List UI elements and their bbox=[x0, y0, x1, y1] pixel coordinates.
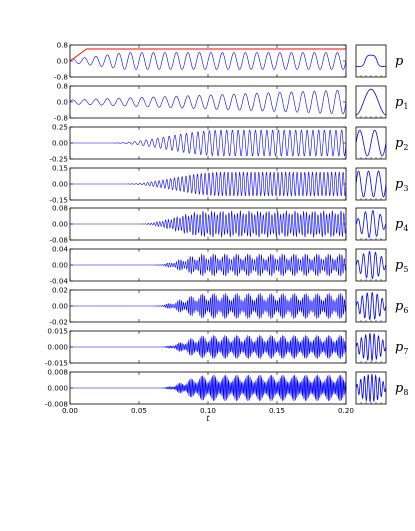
inset-line bbox=[356, 210, 386, 238]
y-tick-label: -0.08 bbox=[49, 236, 68, 245]
panel-1: 0.8 0.0 -0.8 p bbox=[54, 41, 404, 82]
y-tick-label: 0.00 bbox=[52, 261, 68, 270]
panel-label-6: p5 bbox=[395, 258, 408, 274]
panel-label-1: p bbox=[395, 54, 404, 69]
y-tick-label: 0.000 bbox=[47, 343, 68, 352]
inset-7 bbox=[355, 289, 387, 323]
panel-label-7: p6 bbox=[395, 299, 408, 315]
inset-5 bbox=[355, 207, 387, 241]
inset-9 bbox=[355, 371, 387, 405]
inset-line bbox=[356, 129, 386, 157]
panel-4: 0.15 0.00 -0.15 p3 bbox=[49, 164, 408, 205]
series-line-5 bbox=[70, 210, 346, 238]
panel-label-5: p4 bbox=[395, 217, 408, 233]
y-tick-label: 0.00 bbox=[52, 139, 68, 148]
inset-line bbox=[356, 250, 386, 280]
y-tick-label: -0.015 bbox=[45, 359, 68, 368]
panel-label-4: p3 bbox=[395, 177, 408, 193]
x-axis-label: t bbox=[206, 414, 210, 423]
panel-9: 0.008 0.000 -0.008 p8 bbox=[45, 368, 409, 409]
panel-5: 0.08 0.00 -0.08 p4 bbox=[49, 204, 408, 245]
x-tick-label: 0.15 bbox=[269, 406, 285, 415]
y-tick-label: -0.8 bbox=[54, 73, 68, 82]
inset-line bbox=[356, 54, 386, 67]
inset-frame bbox=[355, 85, 387, 119]
inset-6 bbox=[355, 248, 387, 282]
panel-7: 0.02 0.00 -0.02 p6 bbox=[49, 286, 408, 327]
envelope-line bbox=[70, 48, 346, 62]
x-tick-label: 0.10 bbox=[200, 406, 216, 415]
panel-6: 0.04 0.00 -0.04 p5 bbox=[49, 245, 408, 286]
series-line-2 bbox=[70, 90, 346, 115]
y-tick-label: -0.04 bbox=[49, 277, 68, 286]
panel-label-3: p2 bbox=[395, 136, 408, 152]
y-tick-label: 0.0 bbox=[57, 98, 69, 107]
y-tick-label: 0.04 bbox=[52, 245, 68, 254]
y-tick-label: 0.008 bbox=[47, 368, 68, 377]
y-tick-label: -0.008 bbox=[45, 400, 69, 409]
y-tick-label: 0.8 bbox=[57, 41, 69, 50]
y-tick-label: 0.00 bbox=[52, 220, 68, 229]
inset-line bbox=[356, 170, 386, 198]
y-tick-label: -0.15 bbox=[49, 196, 68, 205]
series-line-8 bbox=[70, 335, 346, 359]
y-tick-label: 0.08 bbox=[52, 204, 68, 213]
inset-line bbox=[356, 332, 386, 362]
inset-8 bbox=[355, 330, 387, 364]
y-tick-label: 0.15 bbox=[52, 164, 68, 173]
panel-label-2: p1 bbox=[395, 95, 408, 111]
series-line-4 bbox=[70, 171, 346, 197]
series-line-6 bbox=[70, 253, 346, 277]
y-tick-label: 0.8 bbox=[57, 82, 69, 91]
inset-1 bbox=[355, 44, 387, 78]
panel-3: 0.25 0.00 -0.25 p2 bbox=[49, 123, 408, 164]
y-tick-label: -0.25 bbox=[49, 155, 68, 164]
y-tick-label: 0.000 bbox=[47, 384, 68, 393]
inset-line bbox=[356, 291, 386, 321]
y-tick-label: -0.8 bbox=[54, 114, 68, 123]
x-tick-label: 0.00 bbox=[62, 406, 78, 415]
series-line-9 bbox=[70, 375, 346, 401]
y-tick-label: 0.02 bbox=[52, 286, 68, 295]
panel-2: 0.8 0.0 -0.8 p1 bbox=[54, 82, 408, 123]
y-tick-label: 0.015 bbox=[47, 327, 68, 336]
x-tick-label: 0.05 bbox=[131, 406, 147, 415]
series-line-7 bbox=[70, 293, 346, 319]
inset-4 bbox=[355, 167, 387, 201]
y-tick-label: 0.25 bbox=[52, 123, 68, 132]
inset-2 bbox=[355, 85, 387, 119]
y-tick-label: 0.00 bbox=[52, 302, 68, 311]
series-line-1 bbox=[70, 52, 346, 70]
panel-8: 0.015 0.000 -0.015 p7 bbox=[45, 327, 409, 368]
inset-line bbox=[356, 88, 386, 116]
y-tick-label: 0.0 bbox=[57, 57, 69, 66]
x-tick-label: 0.20 bbox=[338, 406, 354, 415]
y-tick-label: 0.00 bbox=[52, 180, 68, 189]
y-tick-label: -0.02 bbox=[49, 318, 68, 327]
inset-line bbox=[356, 373, 386, 403]
panel-label-8: p7 bbox=[395, 340, 408, 356]
inset-3 bbox=[355, 126, 387, 160]
panel-label-9: p8 bbox=[395, 381, 408, 397]
inset-frame bbox=[355, 44, 387, 78]
series-line-3 bbox=[70, 129, 346, 157]
